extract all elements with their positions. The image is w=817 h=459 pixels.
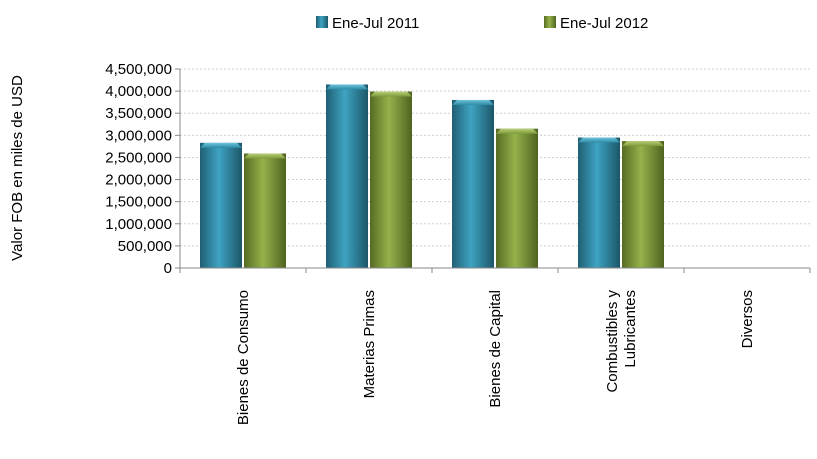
bar-body — [578, 137, 620, 268]
legend-item-2012: Ene-Jul 2012 — [544, 15, 648, 32]
bar-bevel — [244, 153, 286, 159]
y-tick-label: 3,000,000 — [105, 127, 172, 144]
bar-2012-1 — [370, 91, 412, 268]
bar-body — [622, 141, 664, 268]
y-tick-label: 1,500,000 — [105, 194, 172, 211]
bar-bevel — [578, 137, 620, 143]
bar-series — [200, 84, 664, 268]
bar-bevel — [452, 99, 494, 105]
y-tick-label: 500,000 — [118, 238, 172, 255]
legend: Ene-Jul 2011 Ene-Jul 2012 — [316, 15, 648, 32]
bar-bevel — [496, 128, 538, 134]
bar-bevel — [200, 142, 242, 148]
bar-body — [370, 91, 412, 268]
x-category-label-line: Lubricantes — [622, 290, 639, 368]
legend-swatch-2012 — [544, 16, 556, 28]
y-tick-label: 4,500,000 — [105, 61, 172, 78]
x-category-label-line: Diversos — [739, 290, 756, 348]
x-axis-category-labels: Bienes de Consumo Materias Primas Bienes d… — [235, 290, 756, 426]
x-category-label: Materias Primas — [361, 290, 378, 398]
bar-2011-2 — [452, 99, 494, 268]
bar-2011-3 — [578, 137, 620, 268]
x-category-label: Bienes de Consumo — [235, 290, 252, 425]
x-category-label-line: Bienes de Capital — [487, 290, 504, 408]
bar-body — [200, 142, 242, 268]
y-tick-label: 3,500,000 — [105, 105, 172, 122]
y-axis-tick-labels: 0 500,000 1,000,000 1,500,000 2,000,000 2,500… — [105, 61, 172, 277]
legend-label-2012: Ene-Jul 2012 — [560, 15, 648, 32]
bar-2012-2 — [496, 128, 538, 268]
y-tick-label: 1,000,000 — [105, 216, 172, 233]
bar-2012-0 — [244, 153, 286, 268]
x-category-label: Combustibles yLubricantes — [604, 290, 639, 393]
y-tick-label: 4,000,000 — [105, 83, 172, 100]
x-category-label: Bienes de Capital — [487, 290, 504, 408]
bar-body — [326, 84, 368, 268]
y-tick-label: 2,500,000 — [105, 149, 172, 166]
bar-body — [244, 153, 286, 268]
axes — [179, 69, 810, 269]
x-category-label-line: Bienes de Consumo — [235, 290, 252, 425]
bar-2011-0 — [200, 142, 242, 268]
legend-label-2011: Ene-Jul 2011 — [332, 15, 419, 32]
bar-2011-1 — [326, 84, 368, 268]
y-tick-label: 2,000,000 — [105, 172, 172, 189]
bar-bevel — [622, 141, 664, 147]
x-category-label-line: Combustibles y — [604, 290, 621, 393]
y-axis-title: Valor FOB en miles de USD — [9, 75, 26, 261]
bar-bevel — [370, 91, 412, 97]
bar-2012-3 — [622, 141, 664, 268]
bar-body — [452, 99, 494, 268]
x-axis-tick-marks — [179, 268, 811, 273]
x-category-label: Diversos — [739, 290, 756, 348]
bar-body — [496, 128, 538, 268]
x-category-label-line: Materias Primas — [361, 290, 378, 398]
legend-item-2011: Ene-Jul 2011 — [316, 15, 419, 32]
legend-swatch-2011 — [316, 16, 328, 28]
y-tick-label: 0 — [164, 260, 172, 277]
bar-bevel — [326, 84, 368, 90]
